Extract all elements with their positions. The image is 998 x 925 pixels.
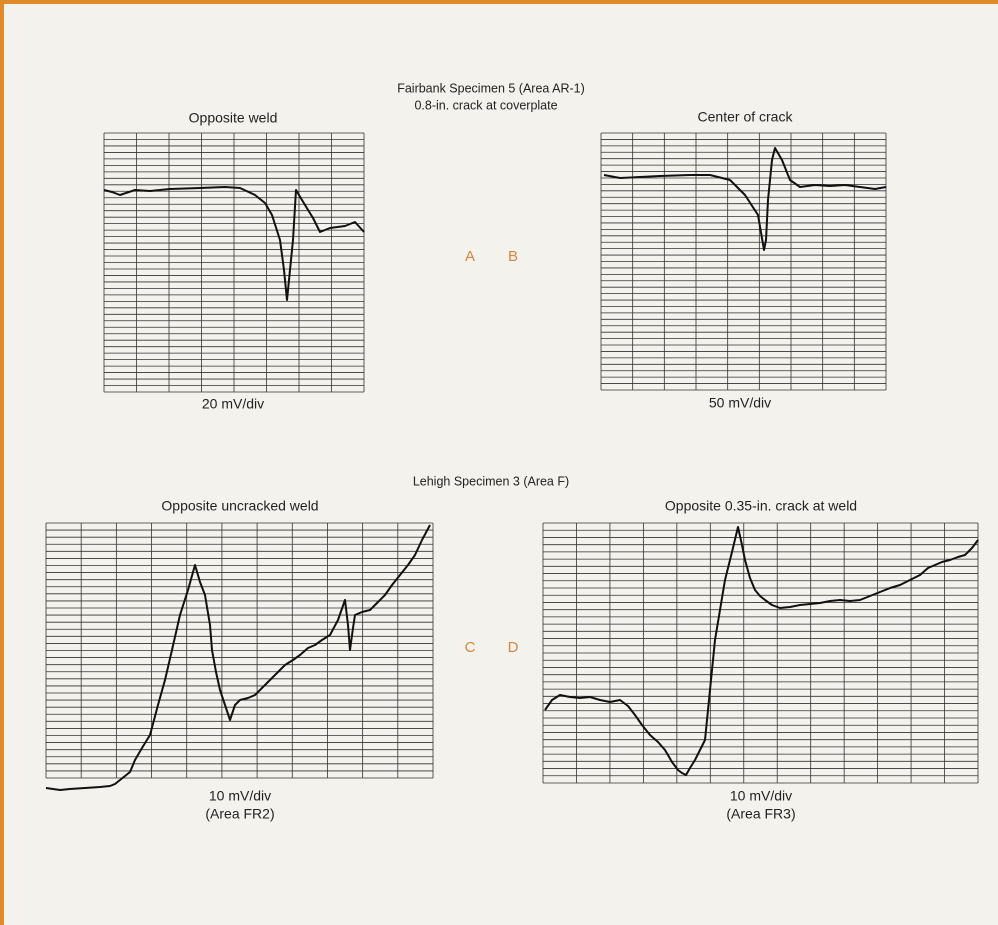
background [0,0,998,925]
panel-scale: 10 mV/div [730,788,792,804]
group-subtitle: 0.8-in. crack at coverplate [414,98,557,112]
panel-area: (Area FR3) [726,806,795,822]
panel-caption: Opposite 0.35-in. crack at weld [665,498,857,514]
grid [104,133,364,392]
panel-caption: Opposite weld [189,110,278,126]
panel-area: (Area FR2) [205,806,274,822]
top-border [0,0,998,4]
panel-scale: 50 mV/div [709,395,771,411]
panel-letter: B [508,248,518,265]
panel-letter: D [508,639,519,656]
left-border [0,0,4,925]
panel-caption: Opposite uncracked weld [161,498,318,514]
panel-scale: 20 mV/div [202,396,264,412]
group-title: Lehigh Specimen 3 (Area F) [413,474,569,488]
panel-scale: 10 mV/div [209,788,271,804]
figure-page: Fairbank Specimen 5 (Area AR-1) 0.8-in. … [0,0,998,925]
panel-letter: A [465,248,475,265]
group-title: Fairbank Specimen 5 (Area AR-1) [397,81,585,95]
panel-letter: C [465,639,476,656]
panel-caption: Center of crack [698,109,794,125]
grid [601,133,886,390]
